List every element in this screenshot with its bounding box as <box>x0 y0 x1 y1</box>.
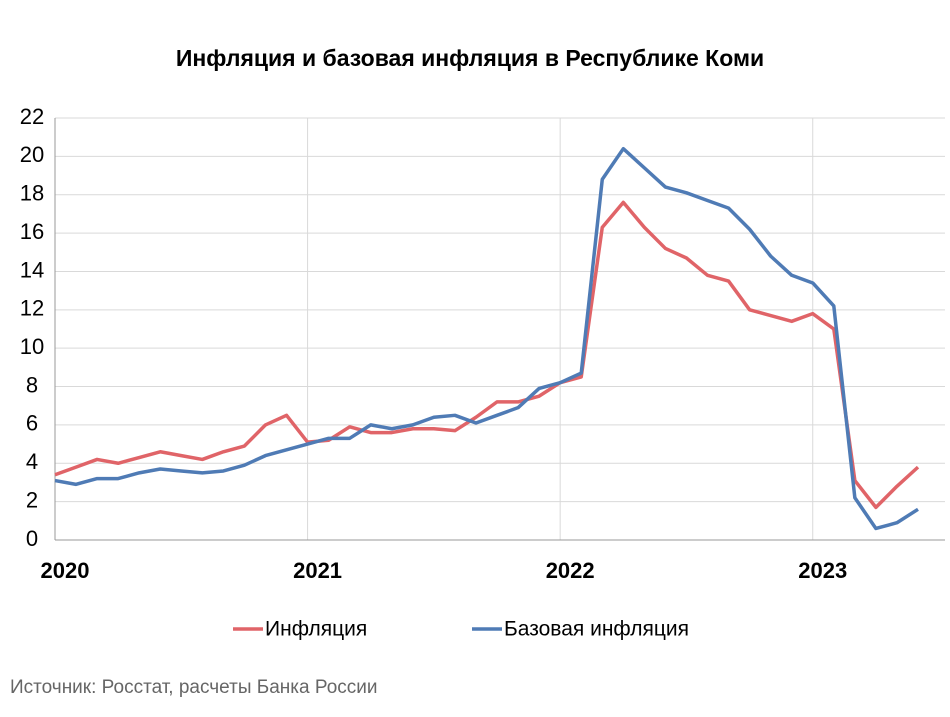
x-tick-label: 2020 <box>41 558 90 583</box>
y-tick-label: 2 <box>26 487 38 512</box>
series-line <box>54 146 919 531</box>
chart-title: Инфляция и базовая инфляция в Республике… <box>176 45 764 71</box>
x-tick-label: 2021 <box>293 558 342 583</box>
y-tick-label: 8 <box>26 372 38 397</box>
y-tick-label: 4 <box>26 449 38 474</box>
y-tick-label: 14 <box>20 257 44 282</box>
x-tick-label: 2023 <box>798 558 847 583</box>
y-tick-label: 22 <box>20 104 44 129</box>
y-tick-label: 10 <box>20 334 44 359</box>
series-line <box>54 200 920 510</box>
y-tick-label: 12 <box>20 296 44 321</box>
source-note: Источник: Росстат, расчеты Банка России <box>10 677 378 698</box>
y-tick-label: 20 <box>20 142 44 167</box>
y-tick-label: 6 <box>26 411 38 436</box>
x-tick-label: 2022 <box>546 558 595 583</box>
legend-label: Инфляция <box>265 618 367 641</box>
y-tick-label: 16 <box>20 219 44 244</box>
y-tick-label: 0 <box>26 526 38 551</box>
legend-label: Базовая инфляция <box>504 618 689 641</box>
y-tick-label: 18 <box>20 181 44 206</box>
